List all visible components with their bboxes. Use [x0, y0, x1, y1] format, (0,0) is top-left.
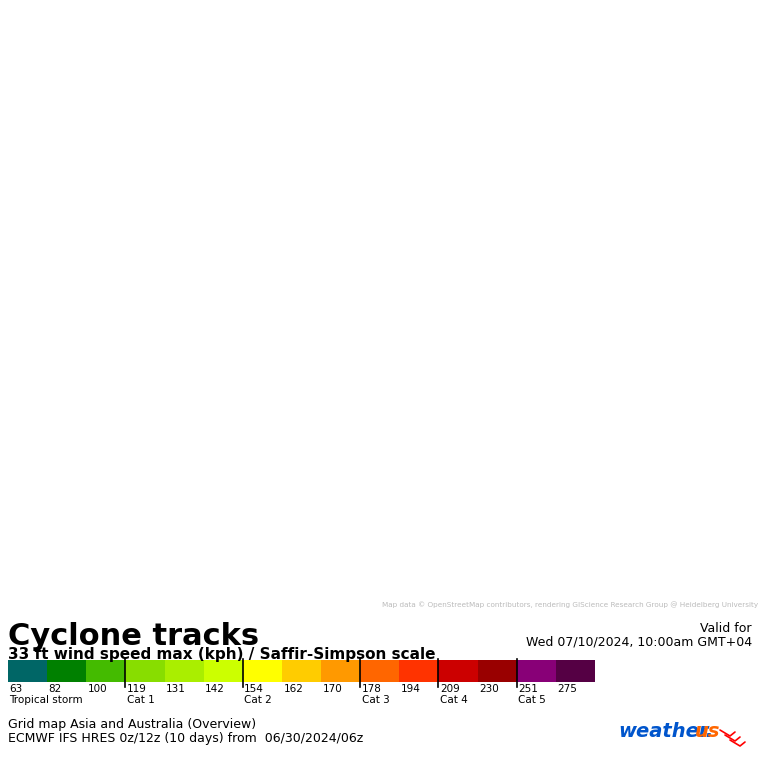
- Text: Cat 4: Cat 4: [440, 695, 467, 705]
- Text: 119: 119: [127, 684, 147, 694]
- Text: 154: 154: [244, 684, 264, 694]
- Text: 178: 178: [362, 684, 382, 694]
- Text: 142: 142: [205, 684, 225, 694]
- Text: Cat 3: Cat 3: [362, 695, 389, 705]
- Bar: [282, 660, 321, 682]
- Bar: [164, 660, 204, 682]
- Text: This service is based on data and products of the European Centre for Medium-ran: This service is based on data and produc…: [4, 8, 573, 17]
- Bar: [125, 660, 164, 682]
- Text: Cat 1: Cat 1: [127, 695, 154, 705]
- Bar: [242, 660, 282, 682]
- Text: Wed 07/10/2024, 10:00am GMT+04: Wed 07/10/2024, 10:00am GMT+04: [526, 635, 752, 648]
- Text: 100: 100: [87, 684, 107, 694]
- Bar: [556, 660, 595, 682]
- Text: 82: 82: [49, 684, 62, 694]
- Bar: [321, 660, 360, 682]
- Bar: [399, 660, 439, 682]
- Bar: [87, 660, 125, 682]
- Text: 194: 194: [401, 684, 421, 694]
- Text: Grid map Asia and Australia (Overview): Grid map Asia and Australia (Overview): [8, 718, 256, 731]
- Text: 275: 275: [557, 684, 578, 694]
- Text: Tropical storm: Tropical storm: [9, 695, 83, 705]
- Text: 162: 162: [283, 684, 303, 694]
- Text: Cat 2: Cat 2: [244, 695, 272, 705]
- Bar: [360, 660, 399, 682]
- Text: Cyclone tracks: Cyclone tracks: [8, 622, 259, 651]
- Text: Map data © OpenStreetMap contributors, rendering GIScience Research Group @ Heid: Map data © OpenStreetMap contributors, r…: [382, 601, 758, 608]
- Text: ECMWF IFS HRES 0z/12z (10 days) from  06/30/2024/06z: ECMWF IFS HRES 0z/12z (10 days) from 06/…: [8, 732, 363, 745]
- Bar: [439, 660, 477, 682]
- Text: 209: 209: [440, 684, 460, 694]
- Text: 230: 230: [479, 684, 499, 694]
- Text: us: us: [695, 722, 720, 741]
- Bar: [8, 660, 47, 682]
- Bar: [47, 660, 87, 682]
- Text: 33 ft wind speed max (kph) / Saffir-Simpson scale: 33 ft wind speed max (kph) / Saffir-Simp…: [8, 647, 435, 662]
- Text: weather.: weather.: [618, 722, 713, 741]
- Text: 170: 170: [322, 684, 342, 694]
- Text: Valid for: Valid for: [701, 622, 752, 635]
- Bar: [517, 660, 556, 682]
- Text: 63: 63: [9, 684, 23, 694]
- Text: 131: 131: [166, 684, 186, 694]
- Bar: [477, 660, 517, 682]
- Text: Cat 5: Cat 5: [518, 695, 546, 705]
- Text: 251: 251: [518, 684, 538, 694]
- Bar: [204, 660, 242, 682]
